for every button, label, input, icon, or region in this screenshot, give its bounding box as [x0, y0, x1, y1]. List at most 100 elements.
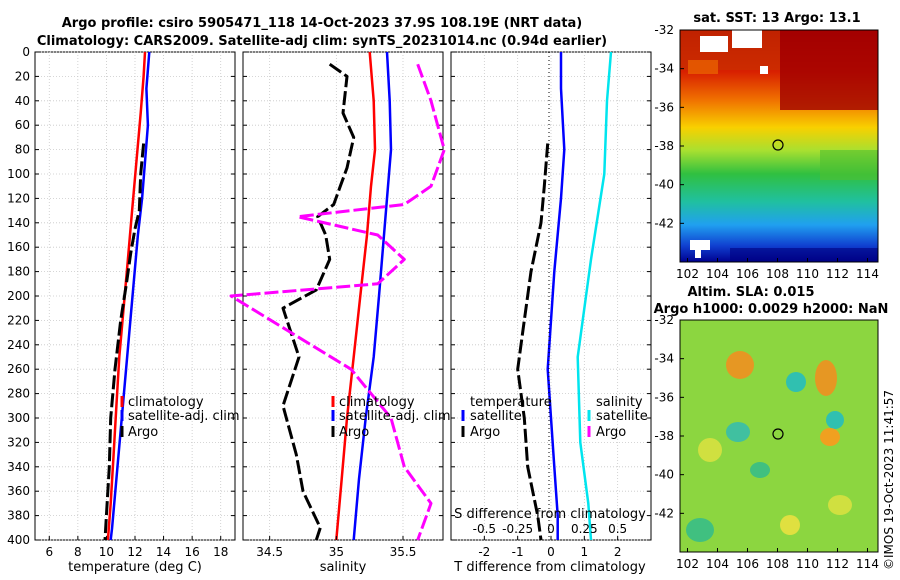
map-x-tick-label: 112	[826, 557, 849, 571]
sla-map-title-line2: Argo h1000: 0.0029 h2000: NaN	[654, 302, 889, 317]
series-line-argo	[103, 143, 146, 541]
map-x-tick-label: 114	[856, 557, 879, 571]
salinity-legend: climatology satellite-adj. clim Argo	[331, 395, 451, 440]
legend-label-s-argo: Argo	[596, 425, 626, 440]
map-x-tick-label: 112	[826, 267, 849, 281]
legend-label-t-argo: Argo	[470, 425, 500, 440]
map-x-tick-label: 106	[736, 557, 759, 571]
map-x-tick-label: 104	[706, 557, 729, 571]
series-line-s-argo	[229, 63, 446, 541]
x-tick-label: 12	[127, 545, 142, 559]
series-line-satellite-adj-clim	[109, 51, 151, 541]
figure-title-line2: Climatology: CARS2009. Satellite-adj cli…	[37, 34, 607, 49]
map-y-tick-label: -38	[654, 429, 674, 443]
legend-label-argo: Argo	[128, 425, 158, 440]
x-tick-label: 8	[74, 545, 82, 559]
y-tick-label: 160	[7, 240, 30, 254]
s-diff-tick-label: 0.25	[571, 522, 598, 536]
sla-argo-position-marker	[772, 428, 784, 440]
x-tick-label: 35	[329, 545, 344, 559]
x-tick-label: -2	[478, 545, 490, 559]
y-tick-label: 320	[7, 435, 30, 449]
y-tick-label: 40	[15, 94, 30, 108]
sst-map-title: sat. SST: 13 Argo: 13.1	[693, 11, 860, 26]
map-y-tick-label: -42	[654, 216, 674, 230]
legend-label-satellite: satellite-adj. clim	[339, 409, 451, 424]
difference-panel: -2 -1 0 1 2 -0.5 -0.25 0 0.25 0.5	[229, 51, 652, 559]
sla-heatmap	[680, 320, 878, 552]
map-x-tick-label: 110	[796, 267, 819, 281]
legend-title-temperature: temperature	[470, 395, 552, 410]
y-tick-label: 100	[7, 167, 30, 181]
map-x-tick-label: 114	[856, 267, 879, 281]
y-tick-label: 380	[7, 509, 30, 523]
x-tick-label: 1	[581, 545, 589, 559]
imos-timestamp-watermark: ©IMOS 19-Oct-2023 11:41:57	[882, 390, 896, 570]
map-x-tick-label: 110	[796, 557, 819, 571]
series-line-t-satellite	[546, 52, 566, 540]
y-tick-label: 140	[7, 216, 30, 230]
map-x-tick-label: 108	[766, 557, 789, 571]
map-y-tick-label: -40	[654, 178, 674, 192]
map-y-tick-label: -34	[654, 62, 674, 76]
y-tick-label: 280	[7, 387, 30, 401]
map-y-tick-label: -38	[654, 139, 674, 153]
y-tick-label: 200	[7, 289, 30, 303]
y-tick-label: 220	[7, 313, 30, 327]
series-line-s-satellite	[576, 51, 613, 541]
map-x-tick-label: 102	[676, 267, 699, 281]
s-diff-tick-label: 0.5	[608, 522, 627, 536]
figure-title-line1: Argo profile: csiro 5905471_118 14-Oct-2…	[62, 16, 583, 31]
legend-title-salinity: salinity	[596, 395, 643, 410]
y-tick-label: 20	[15, 69, 30, 83]
s-diff-tick-label: -0.5	[473, 522, 496, 536]
x-tick-label: 6	[45, 545, 53, 559]
y-tick-label: 360	[7, 484, 30, 498]
legend-label-climatology: climatology	[128, 395, 204, 410]
legend-label-t-satellite: satellite	[470, 409, 522, 424]
map-x-tick-label: 108	[766, 267, 789, 281]
map-x-tick-label: 104	[706, 267, 729, 281]
series-line-satellite-adj-clim	[352, 51, 393, 541]
y-tick-label: 180	[7, 265, 30, 279]
sla-map-title-line1: Altim. SLA: 0.015	[688, 285, 815, 300]
map-y-tick-label: -42	[654, 506, 674, 520]
difference-legend: temperature satellite Argo salinity sate…	[461, 395, 648, 440]
map-y-tick-label: -36	[654, 390, 674, 404]
map-y-tick-label: -34	[654, 352, 674, 366]
series-line-t-argo	[516, 143, 550, 541]
salinity-xlabel: salinity	[320, 560, 367, 575]
legend-label-argo: Argo	[339, 425, 369, 440]
x-tick-label: 35.5	[390, 545, 417, 559]
y-tick-label: 260	[7, 362, 30, 376]
y-tick-label: 340	[7, 460, 30, 474]
s-diff-tick-label: 0	[547, 522, 555, 536]
legend-label-climatology: climatology	[339, 395, 415, 410]
t-difference-xlabel: T difference from climatology	[453, 560, 646, 575]
legend-label-s-satellite: satellite	[596, 409, 648, 424]
x-tick-label: 34.5	[256, 545, 283, 559]
series-line-climatology	[106, 51, 147, 541]
map-y-tick-label: -36	[654, 100, 674, 114]
x-tick-label: 18	[213, 545, 228, 559]
x-tick-label: 14	[156, 545, 171, 559]
map-y-tick-label: -32	[654, 313, 674, 327]
y-tick-label: 120	[7, 191, 30, 205]
y-tick-label: 80	[15, 143, 30, 157]
sst-heatmap	[680, 30, 878, 262]
series-line-climatology	[335, 51, 377, 541]
map-x-tick-label: 102	[676, 557, 699, 571]
s-difference-xlabel: S difference from climatology	[454, 507, 646, 522]
temperature-panel: 6 8 10 12 14 16 18	[34, 51, 236, 559]
s-diff-tick-label: -0.25	[502, 522, 533, 536]
legend-label-satellite: satellite-adj. clim	[128, 409, 240, 424]
sst-argo-position-marker	[772, 139, 784, 151]
map-y-tick-label: -32	[654, 23, 674, 37]
map-y-tick-label: -40	[654, 468, 674, 482]
y-tick-label: 300	[7, 411, 30, 425]
y-tick-label: 0	[22, 45, 30, 59]
map-x-tick-label: 106	[736, 267, 759, 281]
x-tick-label: 10	[99, 545, 114, 559]
x-tick-label: -1	[512, 545, 524, 559]
